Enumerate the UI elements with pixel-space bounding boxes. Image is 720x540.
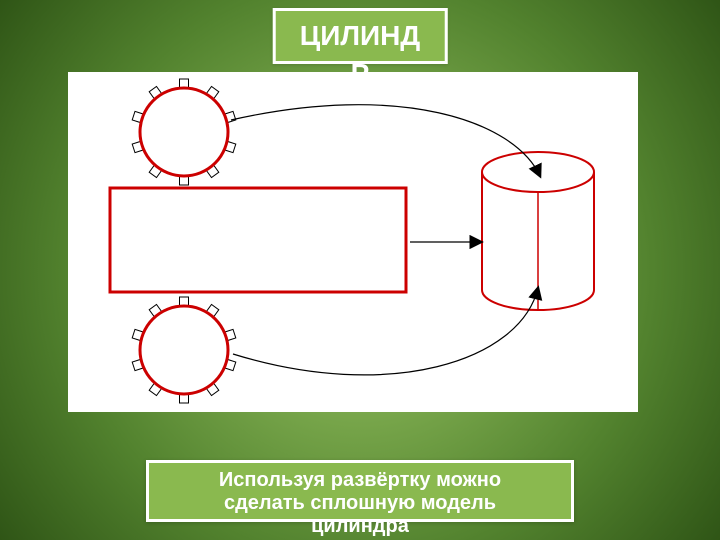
diagram-panel [68, 72, 638, 412]
caption-line1: Используя развёртку можно [157, 469, 563, 492]
caption-overflow: цилиндра [311, 515, 409, 538]
title-box: ЦИЛИНД [273, 8, 448, 64]
caption-box: Используя развёртку можно сделать сплошн… [146, 460, 574, 522]
diagram-svg [68, 72, 638, 412]
slide: ЦИЛИНД Р Используя развёртку можно сдела… [0, 0, 720, 540]
caption-line2: сделать сплошную модель [157, 492, 563, 515]
title-text: ЦИЛИНД [300, 22, 421, 50]
